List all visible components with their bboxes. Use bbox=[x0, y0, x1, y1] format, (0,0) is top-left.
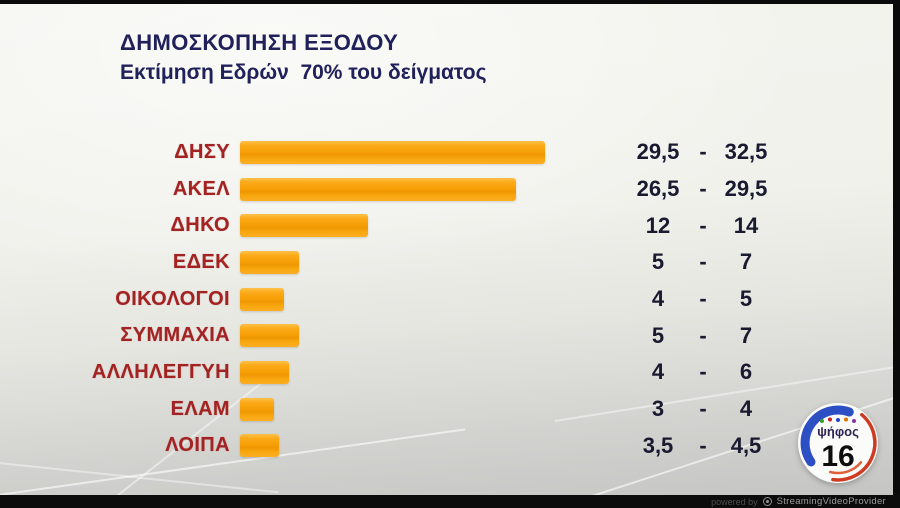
provider-bar: powered by StreamingVideoProvider bbox=[0, 495, 900, 508]
chart-row: ΕΔΕΚ 5 - 7 bbox=[0, 244, 900, 281]
range-dash: - bbox=[699, 176, 707, 202]
seat-range: 26,5 - 29,5 bbox=[622, 171, 780, 208]
chart-row: ΑΛΛΗΛΕΓΓΥΗ 4 - 6 bbox=[0, 354, 900, 391]
psifos-16-logo: ψήφος 16 bbox=[798, 403, 878, 483]
logo-text: ψήφος bbox=[817, 424, 859, 439]
chart-header: ΔΗΜΟΣΚΟΠΗΣΗ ΕΞΟΔΟΥ Εκτίμηση Εδρών 70% το… bbox=[120, 30, 487, 85]
party-label: ΑΚΕΛ bbox=[172, 177, 230, 200]
party-label: ΟΙΚΟΛΟΓΟΙ bbox=[115, 287, 230, 310]
chart-row: ΔΗΚΟ 12 - 14 bbox=[0, 207, 900, 244]
page-subtitle: Εκτίμηση Εδρών 70% του δείγματος bbox=[120, 61, 487, 84]
seat-max: 6 bbox=[739, 359, 753, 385]
party-label: ΣΥΜΜΑΧΙΑ bbox=[120, 324, 230, 347]
powered-by-label: powered by bbox=[711, 496, 758, 507]
range-dash: - bbox=[699, 249, 707, 275]
chart-row: ΛΟΙΠΑ 3,5 - 4,5 bbox=[0, 428, 900, 465]
logo-dot bbox=[820, 419, 824, 423]
logo-number: 16 bbox=[821, 440, 854, 473]
logo-dot bbox=[836, 418, 840, 422]
logo-blue-arc bbox=[800, 405, 854, 467]
seat-range: 12 - 14 bbox=[622, 207, 780, 244]
seat-range: 3 - 4 bbox=[622, 391, 780, 428]
seat-bar bbox=[240, 177, 516, 201]
seat-max: 7 bbox=[739, 249, 753, 275]
range-dash: - bbox=[699, 359, 707, 385]
seat-max: 7 bbox=[739, 322, 753, 348]
party-label: ΕΛΑΜ bbox=[170, 397, 230, 420]
seat-max: 32,5 bbox=[724, 139, 768, 165]
seat-max: 14 bbox=[733, 212, 759, 238]
logo-inner-arc bbox=[828, 461, 863, 475]
range-dash: - bbox=[699, 322, 707, 348]
seat-range: 5 - 7 bbox=[622, 317, 780, 354]
seat-min: 26,5 bbox=[636, 176, 680, 202]
seat-bar bbox=[240, 397, 274, 421]
range-dash: - bbox=[699, 212, 707, 238]
logo-dot bbox=[828, 417, 832, 422]
page-title: ΔΗΜΟΣΚΟΠΗΣΗ ΕΞΟΔΟΥ bbox=[120, 30, 399, 55]
seat-bar bbox=[240, 214, 368, 238]
seat-range: 4 - 5 bbox=[622, 281, 780, 318]
seat-bar bbox=[240, 434, 279, 458]
chart-row: ΕΛΑΜ 3 - 4 bbox=[0, 391, 900, 428]
right-black-border bbox=[893, 0, 900, 508]
logo-dot bbox=[852, 419, 856, 423]
seat-bar bbox=[240, 360, 289, 384]
party-label: ΔΗΣΥ bbox=[174, 140, 230, 163]
provider-icon bbox=[762, 497, 772, 506]
seat-min: 4 bbox=[651, 286, 665, 312]
party-label: ΑΛΛΗΛΕΓΓΥΗ bbox=[91, 360, 230, 383]
seat-max: 29,5 bbox=[724, 176, 768, 202]
provider-name: StreamingVideoProvider bbox=[776, 496, 886, 507]
party-label: ΔΗΚΟ bbox=[170, 214, 230, 237]
chart-row: ΑΚΕΛ 26,5 - 29,5 bbox=[0, 171, 900, 208]
seat-max: 5 bbox=[739, 286, 753, 312]
seat-min: 12 bbox=[645, 212, 671, 238]
seat-bar bbox=[240, 140, 545, 164]
range-dash: - bbox=[699, 139, 707, 165]
seat-range: 3,5 - 4,5 bbox=[622, 428, 780, 465]
logo-circle bbox=[798, 403, 878, 483]
seat-max: 4,5 bbox=[730, 432, 762, 458]
seat-bar bbox=[240, 287, 284, 311]
seat-bar bbox=[240, 250, 299, 274]
seat-range: 5 - 7 bbox=[622, 244, 780, 281]
seat-bar bbox=[240, 324, 299, 348]
party-label: ΛΟΙΠΑ bbox=[165, 434, 230, 457]
seat-estimate-chart: ΔΗΣΥ 29,5 - 32,5 ΑΚΕΛ 26,5 - 29,5 ΔΗΚΟ 1… bbox=[0, 134, 900, 464]
top-black-border bbox=[0, 0, 900, 4]
seat-range: 29,5 - 32,5 bbox=[622, 134, 780, 171]
range-dash: - bbox=[699, 396, 707, 422]
range-dash: - bbox=[699, 286, 707, 312]
chart-row: ΟΙΚΟΛΟΓΟΙ 4 - 5 bbox=[0, 281, 900, 318]
chart-row: ΣΥΜΜΑΧΙΑ 5 - 7 bbox=[0, 317, 900, 354]
seat-max: 4 bbox=[739, 396, 753, 422]
party-label: ΕΔΕΚ bbox=[172, 250, 230, 273]
range-dash: - bbox=[699, 432, 707, 458]
seat-min: 3 bbox=[651, 396, 665, 422]
seat-min: 5 bbox=[651, 322, 665, 348]
seat-min: 3,5 bbox=[642, 432, 674, 458]
logo-red-arc bbox=[831, 412, 877, 482]
seat-min: 5 bbox=[651, 249, 665, 275]
seat-min: 4 bbox=[651, 359, 665, 385]
chart-row: ΔΗΣΥ 29,5 - 32,5 bbox=[0, 134, 900, 171]
seat-min: 29,5 bbox=[636, 139, 680, 165]
seat-range: 4 - 6 bbox=[622, 354, 780, 391]
logo-dot bbox=[844, 417, 848, 422]
